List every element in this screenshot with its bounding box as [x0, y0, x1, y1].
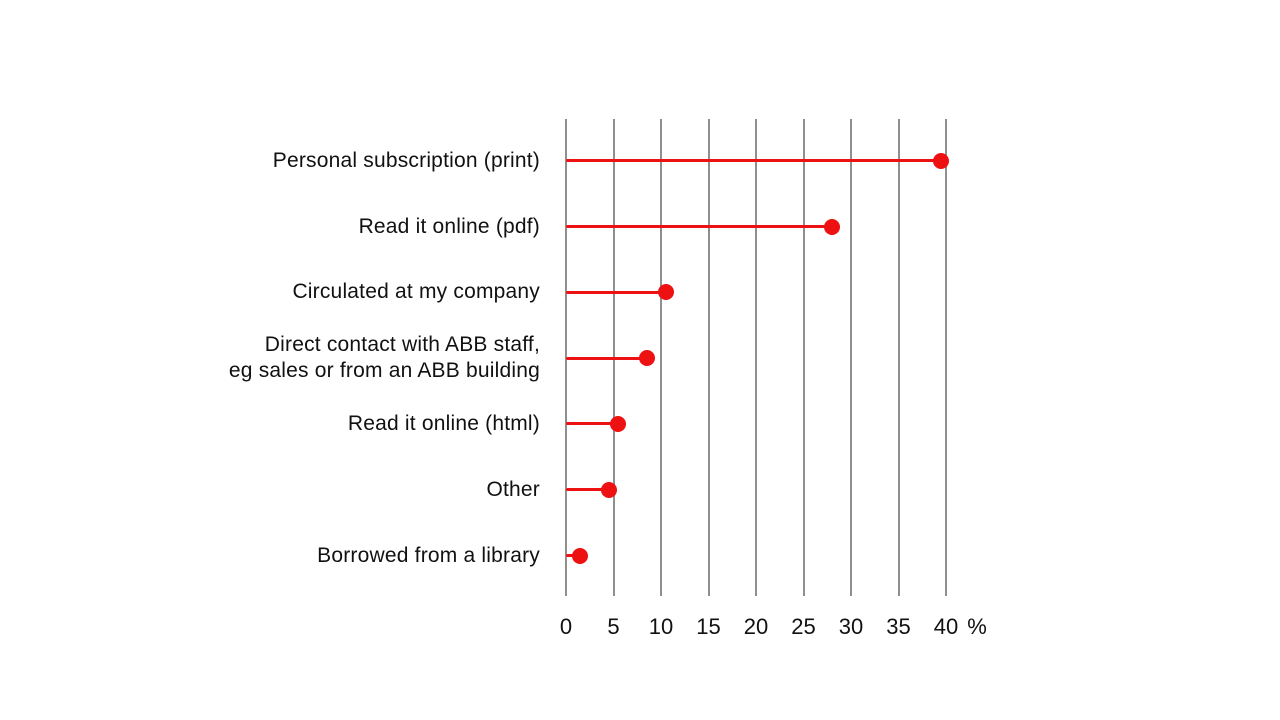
- lollipop-dot: [824, 218, 840, 235]
- lollipop-dot: [638, 350, 655, 367]
- category-label: Read it online (pdf): [358, 214, 540, 238]
- gridline: [755, 119, 757, 596]
- gridline: [660, 119, 662, 596]
- x-tick-label: 15: [696, 614, 721, 639]
- lollipop-stem: [566, 225, 832, 228]
- gridline: [850, 119, 852, 596]
- lollipop-stem: [566, 159, 942, 163]
- lollipop-stem: [566, 422, 619, 426]
- lollipop-stem: [566, 290, 666, 294]
- x-tick-label: 20: [743, 614, 769, 639]
- x-tick-label: 35: [886, 614, 911, 639]
- lollipop-dot: [657, 284, 674, 301]
- x-tick-label: 30: [838, 614, 864, 639]
- x-tick-label: 5: [607, 614, 620, 639]
- lollipop-dot: [610, 415, 627, 432]
- gridline: [802, 119, 805, 596]
- gridline: [707, 119, 710, 596]
- x-tick-label: 10: [648, 614, 674, 639]
- gridline: [897, 119, 900, 596]
- category-label: Personal subscription (print): [272, 148, 540, 172]
- category-label: Direct contact with ABB staff, eg sales …: [228, 333, 540, 383]
- lollipop-stem: [566, 356, 647, 360]
- lollipop-dot: [600, 481, 617, 498]
- gridline: [945, 119, 947, 596]
- category-label: Other: [486, 477, 540, 501]
- x-axis-unit-label: %: [967, 614, 987, 639]
- x-tick-label: 40: [933, 614, 959, 639]
- lollipop-dot: [572, 547, 589, 564]
- category-label: Borrowed from a library: [317, 543, 540, 567]
- category-label: Circulated at my company: [292, 280, 540, 304]
- category-label: Read it online (html): [347, 411, 540, 435]
- x-tick-label: 25: [791, 614, 816, 639]
- lollipop-dot: [933, 152, 950, 169]
- x-tick-label: 0: [559, 614, 573, 639]
- lollipop-stem: [566, 488, 609, 492]
